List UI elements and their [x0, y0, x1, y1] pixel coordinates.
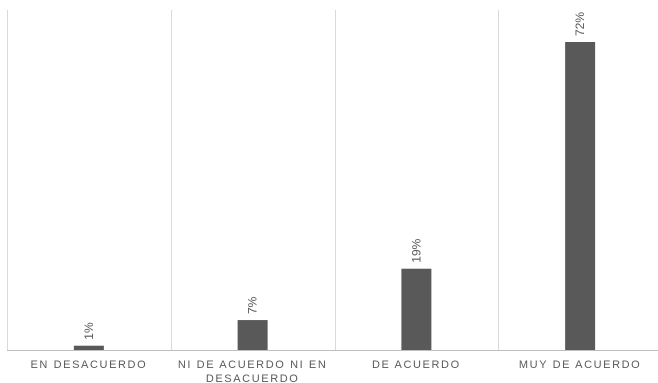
bar-1 [237, 320, 268, 350]
x-tick-label-2: DE ACUERDO [372, 359, 461, 371]
bar-3 [565, 42, 596, 350]
x-tick-label-1-line-1: DESACUERDO [206, 373, 300, 383]
data-label-3: 72% [573, 12, 587, 36]
x-tick-label-3: MUY DE ACUERDO [519, 359, 641, 371]
x-tick-label-1-line-0: NI DE ACUERDO NI EN [178, 359, 328, 371]
data-label-0: 1% [82, 322, 96, 340]
x-tick-label-0: EN DESACUERDO [30, 359, 147, 371]
bar-2 [401, 268, 432, 350]
data-labels: 1% 7% 19% 72% [82, 12, 587, 340]
x-tick-labels: EN DESACUERDO NI DE ACUERDO NI EN DESACUER… [30, 359, 641, 383]
bars [73, 42, 596, 350]
bar-0 [73, 345, 104, 350]
data-label-1: 7% [246, 296, 260, 314]
data-label-2: 19% [409, 238, 423, 262]
category-gridlines [7, 10, 499, 350]
